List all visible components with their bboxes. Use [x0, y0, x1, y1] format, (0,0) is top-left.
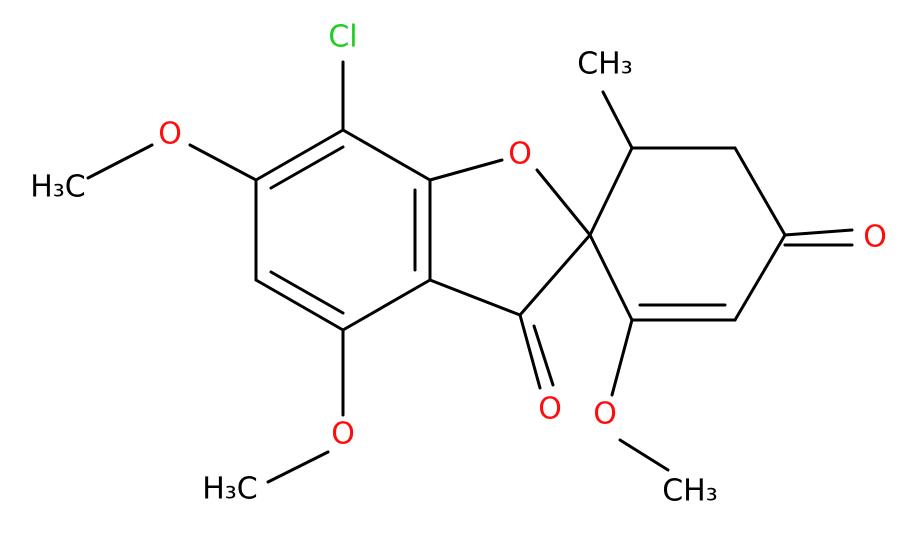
atom-label: H₃C [202, 472, 258, 507]
bonds [86, 60, 854, 484]
atom-label: O [508, 137, 532, 172]
atom-label: O [863, 220, 887, 255]
atom-label: O [331, 417, 355, 452]
atom-label: O [158, 117, 182, 152]
atom-label: CH₃ [577, 47, 633, 82]
atom-label: O [593, 397, 617, 432]
atom-label: Cl [328, 20, 357, 55]
atom-label: O [538, 392, 562, 427]
atom-label: CH₃ [662, 474, 718, 509]
atom-label: H₃C [30, 170, 86, 205]
